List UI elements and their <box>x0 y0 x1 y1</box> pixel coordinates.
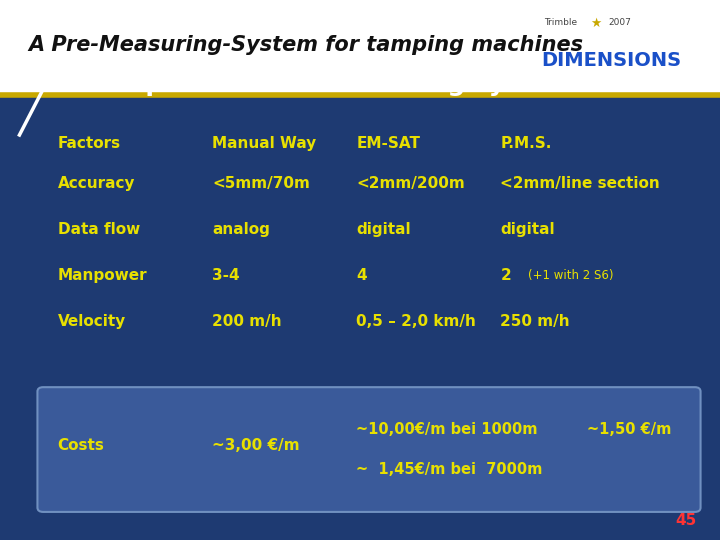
Text: 200 m/h: 200 m/h <box>212 314 282 329</box>
Text: A Pre-Measuring-System for tamping machines: A Pre-Measuring-System for tamping machi… <box>29 35 584 55</box>
Text: ~1,50 €/m: ~1,50 €/m <box>587 422 671 437</box>
Text: ~  1,45€/m bei  7000m: ~ 1,45€/m bei 7000m <box>356 462 543 477</box>
Text: Velocity: Velocity <box>58 314 126 329</box>
Text: P.M.S.: P.M.S. <box>500 136 552 151</box>
Bar <box>0 0 720 94</box>
Bar <box>0 94 720 540</box>
Text: Manual Way: Manual Way <box>212 136 317 151</box>
Text: DIMENSIONS: DIMENSIONS <box>541 51 682 70</box>
Text: ★: ★ <box>590 16 602 30</box>
Text: EM-SAT: EM-SAT <box>356 136 420 151</box>
Text: ~10,00€/m bei 1000m: ~10,00€/m bei 1000m <box>356 422 538 437</box>
Text: 2007: 2007 <box>608 18 631 28</box>
Text: <5mm/70m: <5mm/70m <box>212 176 310 191</box>
Text: 3-4: 3-4 <box>212 268 240 283</box>
Text: ~3,00 €/m: ~3,00 €/m <box>212 438 300 453</box>
Text: Manpower: Manpower <box>58 268 147 283</box>
Text: Factors: Factors <box>58 136 121 151</box>
Text: analog: analog <box>212 222 270 237</box>
Text: C. Comparison of the existing systems: C. Comparison of the existing systems <box>47 72 590 96</box>
Text: <2mm/line section: <2mm/line section <box>500 176 660 191</box>
Text: 250 m/h: 250 m/h <box>500 314 570 329</box>
Text: 4: 4 <box>356 268 367 283</box>
Text: Accuracy: Accuracy <box>58 176 135 191</box>
FancyBboxPatch shape <box>37 387 701 512</box>
Text: digital: digital <box>500 222 555 237</box>
Text: (+1 with 2 S6): (+1 with 2 S6) <box>528 269 613 282</box>
Text: <2mm/200m: <2mm/200m <box>356 176 465 191</box>
Text: 0,5 – 2,0 km/h: 0,5 – 2,0 km/h <box>356 314 476 329</box>
Text: digital: digital <box>356 222 411 237</box>
Text: Costs: Costs <box>58 438 104 453</box>
Text: 45: 45 <box>675 513 697 528</box>
Text: Data flow: Data flow <box>58 222 140 237</box>
Text: 2: 2 <box>500 268 511 283</box>
Text: Trimble: Trimble <box>544 18 577 28</box>
